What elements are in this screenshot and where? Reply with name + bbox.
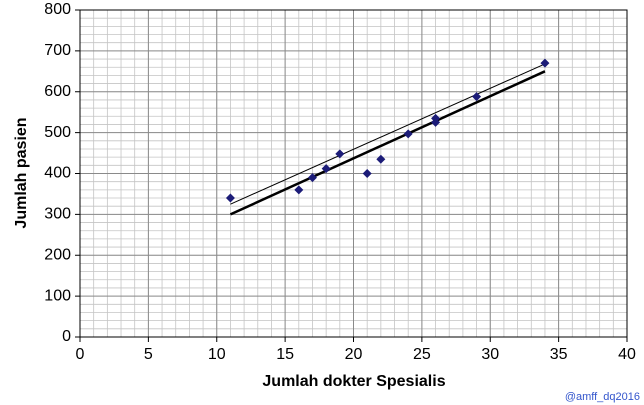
x-tick-label: 10 xyxy=(208,346,226,363)
data-point xyxy=(403,129,413,139)
y-tick-label: 300 xyxy=(44,206,71,223)
data-point xyxy=(307,173,317,183)
y-tick-label: 400 xyxy=(44,165,71,182)
data-point xyxy=(335,149,345,159)
data-point xyxy=(225,193,235,203)
y-tick-label: 800 xyxy=(44,1,71,18)
x-tick-label: 35 xyxy=(550,346,568,363)
x-tick-label: 40 xyxy=(618,346,636,363)
x-tick-label: 15 xyxy=(276,346,294,363)
y-tick-label: 200 xyxy=(44,246,71,263)
y-tick-label: 700 xyxy=(44,42,71,59)
trend-line xyxy=(230,63,546,205)
x-tick-label: 25 xyxy=(413,346,431,363)
data-point xyxy=(540,58,550,68)
data-point xyxy=(431,113,441,123)
x-tick-label: 30 xyxy=(481,346,499,363)
y-tick-label: 500 xyxy=(44,124,71,141)
y-tick-label: 0 xyxy=(62,328,71,345)
plot-border xyxy=(79,9,628,338)
y-axis-title: Jumlah pasien xyxy=(13,117,30,228)
data-point xyxy=(472,92,482,102)
y-tick-label: 600 xyxy=(44,83,71,100)
data-point xyxy=(376,154,386,164)
watermark: @amff_dq2016 xyxy=(565,391,640,403)
data-point xyxy=(294,185,304,195)
trend-line xyxy=(229,70,546,216)
x-axis-title: Jumlah dokter Spesialis xyxy=(262,373,445,390)
y-tick-label: 100 xyxy=(44,287,71,304)
x-tick-label: 20 xyxy=(345,346,363,363)
data-point xyxy=(362,169,372,178)
data-point xyxy=(321,164,331,174)
x-tick-label: 0 xyxy=(76,346,85,363)
x-tick-label: 5 xyxy=(144,346,153,363)
